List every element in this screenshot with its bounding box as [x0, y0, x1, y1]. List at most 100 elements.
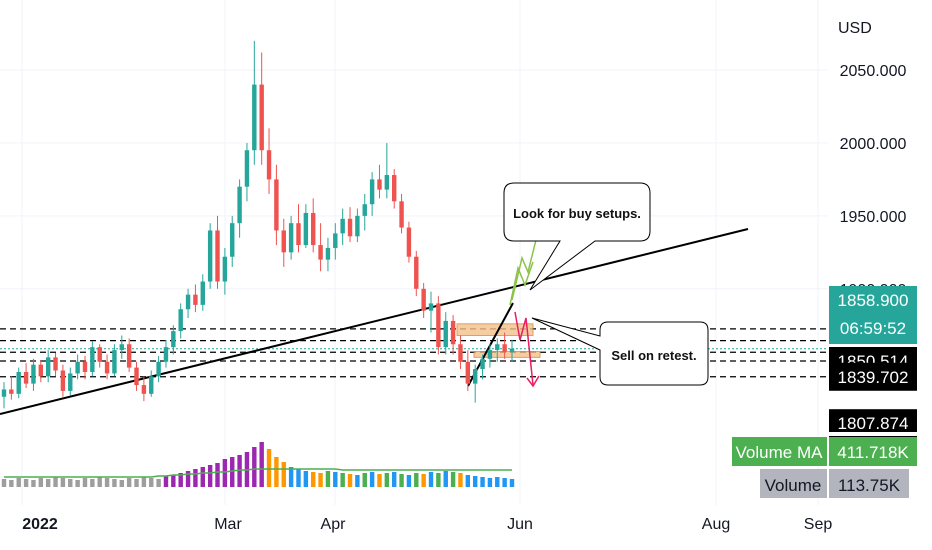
candle-body [347, 218, 353, 237]
candle-body [259, 84, 264, 151]
volume-bar [1, 479, 7, 487]
price-tag-box [829, 362, 917, 391]
volume-bar [163, 476, 169, 487]
candle-body [480, 358, 485, 370]
candle-body [281, 230, 286, 253]
volume-bar [237, 455, 242, 487]
candle-body [465, 361, 471, 384]
volume-label: Volume [765, 476, 822, 495]
sell-projection-down [514, 311, 534, 386]
volume-bar [399, 474, 404, 487]
volume-bar [480, 477, 485, 487]
candle-body [428, 303, 434, 311]
volume-bar [23, 479, 29, 487]
candle-body [126, 344, 132, 368]
candle-body [178, 309, 183, 332]
candle-body [436, 303, 441, 348]
volume-bar [377, 474, 382, 487]
countdown-text: 06:59:52 [840, 319, 906, 338]
volume-bar [406, 475, 412, 487]
volume-bar [53, 477, 58, 487]
volume-bar [384, 473, 390, 487]
candle-body [244, 150, 250, 187]
candle-body [1, 389, 7, 397]
volume-bar [200, 467, 205, 487]
volume-bar [347, 474, 353, 487]
candle-body [215, 230, 220, 282]
volume-bar [90, 479, 95, 487]
volume-bar [31, 480, 36, 487]
volume-ma-tag: Volume MA 411.718K [732, 437, 917, 466]
y-tick-label: 2050.000 [840, 63, 907, 80]
candle-body [502, 344, 507, 352]
candle-body [112, 350, 117, 374]
volume-bar [355, 475, 360, 487]
volume-bar [318, 473, 323, 487]
candle-body [340, 218, 345, 234]
candle-body [185, 294, 191, 310]
projection-arrows [509, 239, 540, 388]
volume-bar [9, 480, 14, 487]
volume-bar [296, 469, 301, 487]
volume-bar [126, 478, 132, 487]
volume-bar [171, 475, 176, 487]
candle-body [377, 179, 382, 190]
candle-body [369, 179, 375, 205]
volume-bar [495, 477, 500, 487]
volume-bar [178, 473, 183, 487]
volume-bar [509, 479, 515, 487]
sell-retest-callout[interactable]: Sell on retest. [531, 317, 709, 386]
candle-body [421, 288, 426, 311]
volume-ma-label: Volume MA [736, 443, 824, 462]
buy-projection-up [511, 239, 537, 301]
candle-body [333, 233, 338, 248]
candle-body [134, 367, 139, 386]
buy-setups-callout[interactable]: Look for buy setups. [503, 182, 651, 291]
volume-bar [281, 462, 286, 487]
candle-body [119, 344, 125, 351]
candle-body [23, 371, 29, 384]
support-zone [473, 351, 541, 358]
candle-body [311, 212, 316, 246]
current-price-text: 1858.900 [838, 291, 909, 310]
candle-body [149, 376, 154, 394]
volume-bar [450, 472, 456, 487]
sell-retest-text: Sell on retest. [611, 348, 696, 363]
price-tag: 1839.702 [829, 362, 917, 391]
volume-bar [259, 442, 264, 487]
candle-body [104, 361, 110, 374]
candle-body [193, 294, 198, 305]
y-tick-label: 2000.000 [840, 136, 907, 153]
candle-body [16, 371, 21, 394]
candle-body [443, 320, 448, 348]
candle-body [237, 186, 242, 224]
candle-body [156, 361, 161, 377]
candle-body [325, 247, 331, 260]
volume-bar [421, 474, 426, 487]
volume-bar [303, 471, 309, 487]
volume-bar [465, 475, 471, 487]
candle-body [318, 245, 323, 260]
candle-body [90, 347, 95, 372]
candle-body [414, 256, 419, 289]
candle-body [274, 179, 279, 231]
volume-bar [443, 471, 448, 487]
volume-ma-line [4, 468, 512, 478]
volume-bar [45, 479, 51, 487]
volume-bars [1, 442, 515, 487]
volume-bar [16, 478, 21, 487]
candle-body [296, 223, 301, 246]
volume-bar [252, 447, 257, 487]
volume-bar [288, 467, 294, 487]
candle-body [171, 331, 176, 348]
x-tick-label: Mar [214, 516, 242, 533]
buy-projection-alt [509, 261, 534, 306]
volume-bar [362, 473, 367, 487]
x-tick-label: Aug [702, 516, 730, 533]
sell-arrow-head [526, 375, 540, 388]
y-tick-label: 1950.000 [840, 209, 907, 226]
volume-ma-value: 411.718K [837, 443, 909, 462]
volume-tag: Volume 113.75K [760, 469, 909, 498]
